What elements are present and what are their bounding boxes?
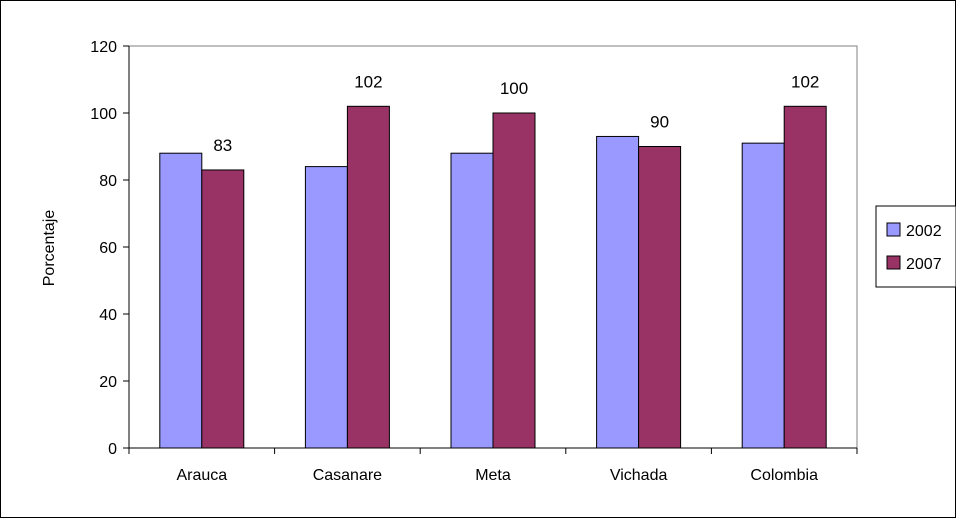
bar-2007-arauca bbox=[201, 169, 245, 449]
legend-label: 2002 bbox=[906, 223, 942, 240]
bar-2007-vichada bbox=[638, 146, 682, 449]
legend-label: 2007 bbox=[906, 256, 942, 273]
data-label: 100 bbox=[500, 79, 528, 98]
bar-2002-colombia bbox=[741, 142, 785, 449]
x-tick-label: Meta bbox=[475, 467, 511, 484]
y-tick-label: 120 bbox=[90, 39, 117, 56]
y-tick-label: 0 bbox=[108, 441, 117, 458]
legend-box bbox=[875, 205, 956, 288]
legend-swatch-2007 bbox=[886, 255, 901, 270]
data-label: 83 bbox=[213, 136, 232, 155]
bar-2002-vichada bbox=[596, 135, 640, 449]
bar-2002-casanare bbox=[304, 166, 348, 449]
y-tick-label: 80 bbox=[99, 173, 117, 190]
x-tick-label: Casanare bbox=[313, 467, 382, 484]
data-label: 90 bbox=[650, 113, 669, 132]
y-tick-label: 40 bbox=[99, 307, 117, 324]
data-label: 102 bbox=[354, 72, 382, 91]
data-label: 102 bbox=[791, 72, 819, 91]
y-tick-label: 20 bbox=[99, 374, 117, 391]
bar-2007-casanare bbox=[346, 105, 390, 449]
bar-2002-arauca bbox=[159, 152, 203, 449]
x-tick-label: Vichada bbox=[610, 467, 668, 484]
bar-2002-meta bbox=[450, 152, 494, 449]
bar-2007-colombia bbox=[783, 105, 827, 449]
y-tick-label: 100 bbox=[90, 106, 117, 123]
x-tick-label: Colombia bbox=[750, 467, 818, 484]
bar-2007-meta bbox=[492, 112, 536, 449]
y-tick-label: 60 bbox=[99, 240, 117, 257]
legend-swatch-2002 bbox=[886, 222, 901, 237]
y-axis-title: Porcentaje bbox=[41, 210, 58, 287]
x-tick-label: Arauca bbox=[176, 467, 227, 484]
